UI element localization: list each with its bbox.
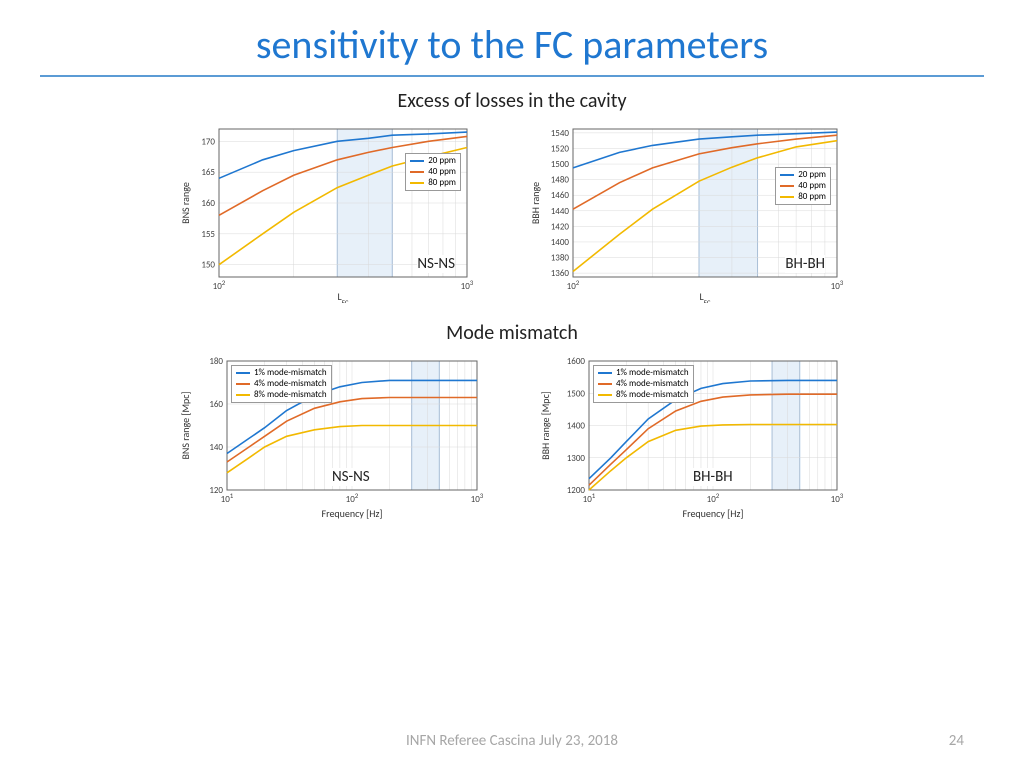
svg-text:1420: 1420 — [551, 221, 570, 232]
svg-text:1540: 1540 — [551, 128, 570, 139]
legend: 20 ppm40 ppm80 ppm — [405, 153, 461, 191]
svg-text:1440: 1440 — [551, 206, 570, 217]
svg-text:1480: 1480 — [551, 175, 570, 186]
legend: 1% mode-mismatch4% mode-mismatch8% mode-… — [593, 365, 694, 403]
chart-top-right: 102 103 1360 1380 1400 1420 1440 1460 1480 1500 15… — [527, 123, 847, 303]
svg-text:1380: 1380 — [551, 253, 570, 264]
row2: 101102103120140160180Frequency [Hz]BNS r… — [40, 355, 984, 520]
legend-swatch — [598, 394, 612, 396]
page-number: 24 — [949, 732, 964, 750]
svg-text:BBH range: BBH range — [529, 182, 542, 224]
section2-title: Mode mismatch — [40, 321, 984, 345]
svg-text:Frequency [Hz]: Frequency [Hz] — [683, 507, 744, 520]
svg-text:1200: 1200 — [567, 485, 586, 496]
svg-text:1360: 1360 — [551, 268, 570, 279]
svg-text:102: 102 — [346, 491, 359, 506]
svg-text:170: 170 — [201, 136, 215, 147]
svg-text:1500: 1500 — [551, 159, 570, 170]
svg-text:103: 103 — [471, 491, 484, 506]
svg-text:165: 165 — [201, 167, 215, 178]
svg-text:160: 160 — [201, 198, 215, 209]
svg-text:150: 150 — [201, 260, 215, 271]
legend-item: 4% mode-mismatch — [236, 379, 327, 390]
legend-label: 8% mode-mismatch — [616, 390, 689, 401]
panel-label: BH-BH — [785, 255, 825, 273]
legend: 20 ppm40 ppm80 ppm — [775, 167, 831, 205]
legend-label: 80 ppm — [428, 178, 456, 189]
title-underline — [40, 75, 984, 77]
svg-text:102: 102 — [213, 278, 226, 293]
svg-text:102: 102 — [567, 278, 580, 293]
legend-swatch — [410, 171, 424, 173]
legend-label: 40 ppm — [798, 181, 826, 192]
legend-swatch — [236, 372, 250, 374]
legend-swatch — [780, 196, 794, 198]
legend-swatch — [780, 185, 794, 187]
svg-text:103: 103 — [461, 278, 474, 293]
legend-item: 40 ppm — [410, 167, 456, 178]
svg-text:140: 140 — [209, 442, 223, 453]
svg-text:1300: 1300 — [567, 453, 586, 464]
svg-text:LFC: LFC — [699, 290, 710, 303]
chart-bot-right: 10110210312001300140015001600Frequency [… — [537, 355, 847, 520]
svg-text:1500: 1500 — [567, 388, 586, 399]
legend-swatch — [236, 383, 250, 385]
legend-label: 80 ppm — [798, 192, 826, 203]
svg-text:BBH range [Mpc]: BBH range [Mpc] — [539, 391, 552, 460]
legend-swatch — [236, 394, 250, 396]
svg-text:LFC: LFC — [337, 290, 348, 303]
svg-text:BNS range [Mpc]: BNS range [Mpc] — [179, 391, 192, 459]
svg-text:160: 160 — [209, 399, 223, 410]
legend-item: 80 ppm — [780, 192, 826, 203]
svg-text:120: 120 — [209, 485, 223, 496]
legend-label: 40 ppm — [428, 167, 456, 178]
legend-item: 80 ppm — [410, 178, 456, 189]
legend: 1% mode-mismatch4% mode-mismatch8% mode-… — [231, 365, 332, 403]
legend-item: 8% mode-mismatch — [598, 390, 689, 401]
section1-title: Excess of losses in the cavity — [40, 89, 984, 113]
legend-item: 40 ppm — [780, 181, 826, 192]
legend-swatch — [598, 372, 612, 374]
svg-text:1400: 1400 — [567, 421, 586, 432]
panel-label: BH-BH — [693, 468, 733, 486]
panel-label: NS-NS — [332, 468, 370, 486]
svg-text:103: 103 — [831, 278, 844, 293]
svg-text:Frequency [Hz]: Frequency [Hz] — [322, 507, 383, 520]
svg-text:1600: 1600 — [567, 356, 586, 367]
slide-title: sensitivity to the FC parameters — [40, 20, 984, 69]
svg-text:1400: 1400 — [551, 237, 570, 248]
legend-swatch — [410, 160, 424, 162]
panel-label: NS-NS — [417, 255, 455, 273]
footer-text: INFN Referee Cascina July 23, 2018 — [0, 732, 1024, 750]
legend-item: 8% mode-mismatch — [236, 390, 327, 401]
svg-text:BNS range: BNS range — [179, 182, 192, 224]
svg-text:102: 102 — [707, 491, 720, 506]
svg-text:180: 180 — [209, 356, 223, 367]
svg-text:155: 155 — [201, 229, 215, 240]
legend-swatch — [780, 174, 794, 176]
svg-text:1520: 1520 — [551, 143, 570, 154]
chart-top-left: 102 103 150 155 160 165 170 LFC BNS range 20 ppm4… — [177, 123, 477, 303]
legend-label: 4% mode-mismatch — [254, 379, 327, 390]
legend-label: 4% mode-mismatch — [616, 379, 689, 390]
chart-bot-left: 101102103120140160180Frequency [Hz]BNS r… — [177, 355, 487, 520]
legend-swatch — [598, 383, 612, 385]
legend-item: 4% mode-mismatch — [598, 379, 689, 390]
row1: 102 103 150 155 160 165 170 LFC BNS range 20 ppm4… — [40, 123, 984, 303]
svg-text:1460: 1460 — [551, 190, 570, 201]
legend-swatch — [410, 182, 424, 184]
legend-label: 8% mode-mismatch — [254, 390, 327, 401]
svg-text:103: 103 — [831, 491, 844, 506]
